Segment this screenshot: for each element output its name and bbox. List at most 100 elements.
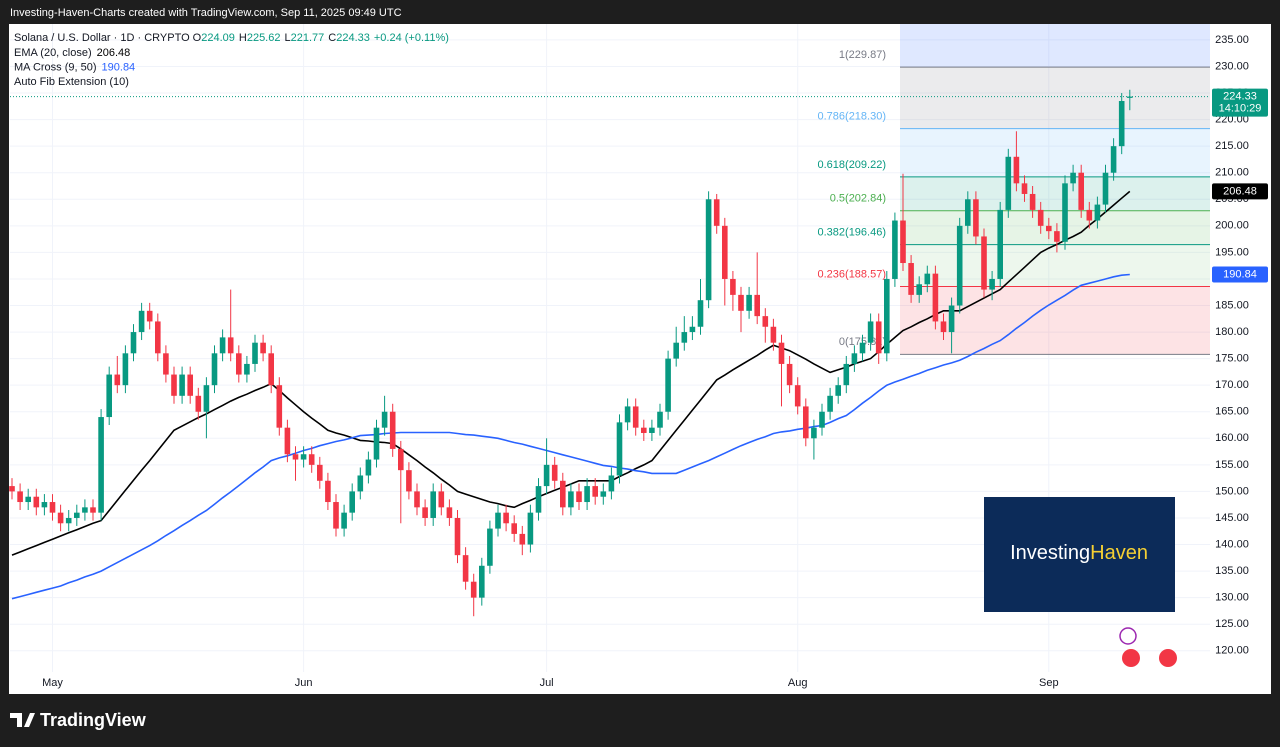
watermark-part: Haven xyxy=(1090,542,1148,564)
watermark-part: Investing xyxy=(1010,542,1090,564)
y-tick-label: 125.00 xyxy=(1215,618,1249,630)
candle-body xyxy=(292,454,299,460)
legend-item: Auto Fib Extension (10) xyxy=(14,76,129,88)
candle-body xyxy=(1005,156,1012,210)
candle-body xyxy=(681,332,688,343)
candle-body xyxy=(163,353,169,375)
y-tick-label: 150.00 xyxy=(1215,485,1249,497)
price-tag xyxy=(1212,266,1268,283)
candle-body xyxy=(446,507,453,518)
candle-body xyxy=(592,486,598,497)
candle-body xyxy=(130,332,137,354)
fib-band xyxy=(900,24,1210,68)
candle-body xyxy=(260,342,266,354)
fib-band xyxy=(900,244,1210,287)
candle-body xyxy=(560,480,566,508)
logo-mark xyxy=(10,713,35,727)
candle-body xyxy=(762,316,769,327)
candle-body xyxy=(398,448,404,471)
legend-item: MA Cross (9, 50) xyxy=(14,61,97,73)
candle-body xyxy=(236,353,242,375)
candle-body xyxy=(665,358,671,412)
candle-body xyxy=(1021,183,1028,194)
y-tick-label: 175.00 xyxy=(1215,353,1249,365)
candle-body xyxy=(203,385,210,412)
y-tick-label: 160.00 xyxy=(1215,432,1249,444)
candle-body xyxy=(1070,172,1076,184)
candle-body xyxy=(422,507,428,518)
candle-body xyxy=(495,512,501,529)
candle-body xyxy=(713,199,720,226)
legend-item: 224.09 xyxy=(201,32,235,44)
candle-body xyxy=(730,278,736,295)
candle-body xyxy=(641,427,647,433)
candle-body xyxy=(551,464,558,481)
candle-body xyxy=(892,220,898,279)
candle-body xyxy=(956,225,963,306)
candle-body xyxy=(584,486,590,503)
legend-row: Auto Fib Extension (10) xyxy=(14,76,129,88)
candle-body xyxy=(568,491,574,508)
candle-body xyxy=(770,326,777,343)
candle-body xyxy=(171,374,177,396)
legend-item: +0.24 (+0.11%) xyxy=(374,32,449,44)
candle-body xyxy=(965,199,971,226)
y-tick-label: 120.00 xyxy=(1215,645,1249,657)
candle-body xyxy=(503,512,509,524)
candle-body xyxy=(875,321,882,354)
legend: Solana / U.S. Dollar · 1D · CRYPTO O224.0… xyxy=(14,32,449,44)
candle-body xyxy=(90,507,96,513)
candle-body xyxy=(600,491,607,497)
candle-body xyxy=(308,454,315,465)
candle-body xyxy=(916,284,922,295)
footer-logo: TradingView xyxy=(10,710,147,730)
candle-body xyxy=(57,512,64,524)
candle-body xyxy=(794,385,801,407)
candle-body xyxy=(948,305,955,333)
fib-band xyxy=(900,176,1210,211)
candle-body xyxy=(122,353,129,386)
price-tag xyxy=(1212,183,1268,200)
candle-body xyxy=(1118,101,1125,147)
y-tick-label: 155.00 xyxy=(1215,459,1249,471)
candle-body xyxy=(624,406,631,423)
candle-body xyxy=(357,475,364,492)
candle-body xyxy=(187,374,193,396)
header: Investing-Haven-Charts created with Trad… xyxy=(10,7,402,19)
y-tick-label: 185.00 xyxy=(1215,299,1249,311)
candle-body xyxy=(786,363,793,386)
candle-body xyxy=(527,512,534,545)
x-tick-label: Sep xyxy=(1039,677,1059,689)
candle-body xyxy=(900,220,906,264)
candle-body xyxy=(49,502,56,513)
candle-body xyxy=(65,517,72,524)
y-tick-label: 230.00 xyxy=(1215,60,1249,72)
candle-body xyxy=(365,459,372,476)
candle-body xyxy=(1046,225,1052,232)
y-tick-label: 200.00 xyxy=(1215,220,1249,232)
fib-label: 0.382(196.46) xyxy=(818,227,887,239)
y-tick-label: 180.00 xyxy=(1215,326,1249,338)
candle-body xyxy=(114,374,121,386)
legend-item: EMA (20, close) xyxy=(14,47,92,59)
candle-body xyxy=(487,528,493,566)
candle-body xyxy=(414,491,420,508)
candle-body xyxy=(284,427,291,455)
candle-body xyxy=(778,342,785,364)
candle-body xyxy=(859,342,866,354)
candle-body xyxy=(924,273,931,285)
legend-item: O xyxy=(193,32,202,44)
candle-body xyxy=(268,353,274,386)
y-tick-label: 145.00 xyxy=(1215,512,1249,524)
y-tick-label: 130.00 xyxy=(1215,592,1249,604)
candle-body xyxy=(1062,183,1068,242)
candle-body xyxy=(41,502,48,508)
indicator-line xyxy=(11,273,1130,600)
candle-body xyxy=(722,225,728,279)
candle-body xyxy=(244,363,250,375)
fib-band xyxy=(900,128,1210,177)
candle-body xyxy=(325,480,331,503)
candle-body xyxy=(819,411,825,428)
candle-body xyxy=(373,427,380,460)
